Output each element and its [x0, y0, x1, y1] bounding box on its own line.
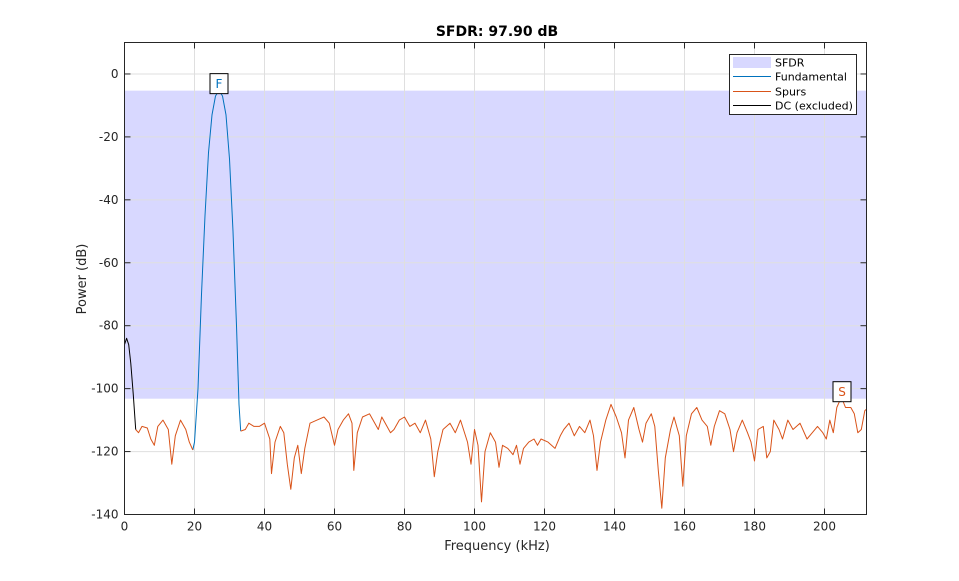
legend-label-spurs: Spurs [775, 86, 806, 99]
series-line-dc-excluded [124, 337, 137, 430]
y-tick-label: -100 [91, 382, 118, 396]
chart-title: SFDR: 97.90 dB [436, 24, 558, 40]
x-tick-label: 60 [327, 520, 342, 534]
x-axis-label: Frequency (kHz) [444, 539, 550, 554]
sfdr-band [124, 90, 867, 399]
legend-label-sfdr: SFDR [775, 57, 805, 70]
x-tick-label: 140 [603, 520, 626, 534]
y-tick-label: -20 [99, 130, 119, 144]
legend-swatch-sfdr [733, 57, 771, 68]
x-tick-label: 200 [813, 520, 836, 534]
series-line-spurs [135, 419, 194, 465]
y-axis-label: Power (dB) [75, 244, 90, 315]
y-tick-label: -140 [91, 508, 118, 522]
series-line-spurs [240, 398, 867, 509]
x-tick-label: 40 [257, 520, 272, 534]
legend-label-fundamental: Fundamental [775, 71, 847, 84]
y-tick-label: -40 [99, 193, 119, 207]
y-tick-label: -120 [91, 445, 118, 459]
marker-label-f: F [216, 77, 223, 91]
plot-frame [124, 42, 867, 515]
marker-box-f [209, 73, 229, 95]
y-tick-label: 0 [111, 67, 119, 81]
legend: SFDR Fundamental Spurs DC (excluded) [729, 54, 857, 115]
legend-label-dc: DC (excluded) [775, 100, 853, 113]
y-tick-label: -80 [99, 319, 119, 333]
x-tick-label: 20 [187, 520, 202, 534]
x-tick-label: 0 [121, 520, 129, 534]
y-tick-label: -60 [99, 256, 119, 270]
x-tick-label: 80 [397, 520, 412, 534]
x-tick-label: 180 [743, 520, 766, 534]
marker-box-s [832, 381, 852, 403]
x-tick-label: 160 [673, 520, 696, 534]
x-tick-label: 100 [463, 520, 486, 534]
marker-label-s: S [838, 385, 846, 399]
x-tick-label: 120 [533, 520, 556, 534]
